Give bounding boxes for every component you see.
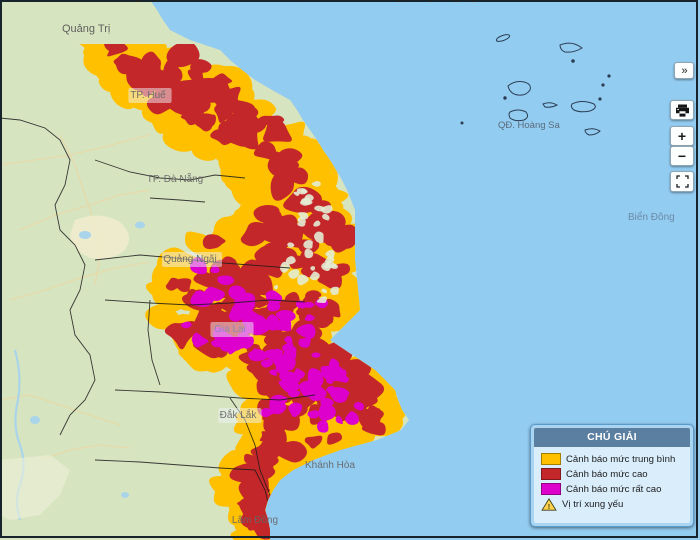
svg-text:Đắk Lắk: Đắk Lắk [220,408,258,421]
svg-text:Quảng Trị: Quảng Trị [62,23,110,35]
svg-text:Khánh Hòa: Khánh Hòa [305,460,355,471]
svg-text:!: ! [548,502,550,511]
svg-text:Biển Đông: Biển Đông [628,211,675,223]
svg-text:Gia Lai: Gia Lai [214,324,246,335]
svg-text:QĐ. Hoàng Sa: QĐ. Hoàng Sa [498,120,560,131]
svg-text:Lâm Đồng: Lâm Đồng [232,514,278,526]
svg-text:Quảng Ngãi: Quảng Ngãi [163,254,216,265]
svg-text:TP. Huế: TP. Huế [130,89,166,101]
svg-text:TP. Đà Nẵng: TP. Đà Nẵng [147,172,204,185]
